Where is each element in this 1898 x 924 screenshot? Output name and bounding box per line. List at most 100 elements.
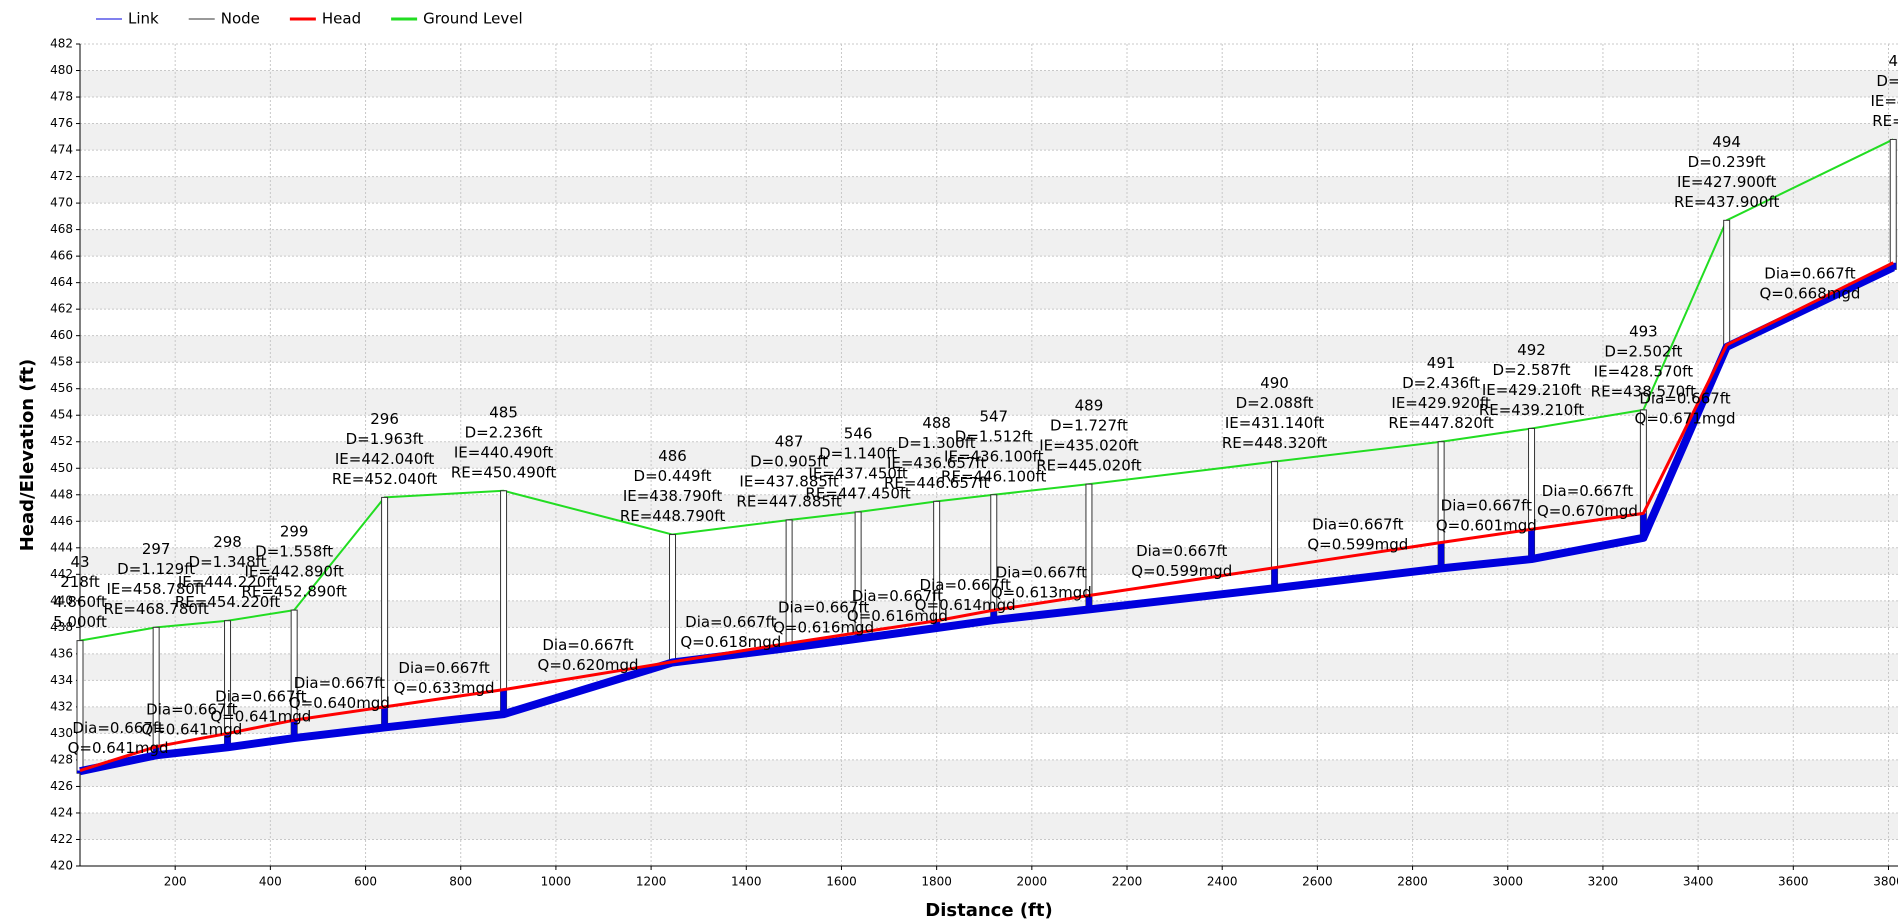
y-tick-label: 452 [50, 434, 73, 448]
y-tick-label: 482 [50, 37, 73, 51]
node-label: D=1.348ft [189, 553, 267, 571]
grid-band [80, 547, 1898, 575]
x-tick-label: 2200 [1112, 875, 1143, 889]
y-tick-label: 480 [50, 63, 73, 77]
x-tick-label: 1600 [826, 875, 857, 889]
node-label: RE=447.885ft [736, 492, 842, 510]
link-label: Dia=0.667ft [1312, 516, 1403, 534]
link-label: Dia=0.667ft [852, 587, 943, 605]
y-tick-label: 466 [50, 249, 73, 263]
link-label: Q=0.616mgd [847, 607, 948, 625]
node-label: IE=442.890ft [244, 563, 344, 581]
node-water [1640, 513, 1647, 540]
y-tick-label: 430 [50, 726, 73, 740]
node-label: D=1.140ft [819, 445, 897, 463]
x-tick-label: 2800 [1397, 875, 1428, 889]
node-label: 493 [1629, 322, 1658, 340]
y-tick-label: 454 [50, 408, 73, 422]
node-label: RE=450.490ft [451, 463, 557, 481]
node-label: D=2.436ft [1402, 374, 1480, 392]
node-label: D=1.963ft [346, 430, 424, 448]
node-label: IE=440.490ft [454, 443, 554, 461]
link-label: Q=0.618mgd [680, 633, 781, 651]
y-tick-label: 438 [50, 620, 73, 634]
link-label: Q=0.599mgd [1307, 536, 1408, 554]
node-label: IE=458.780ft [106, 580, 206, 598]
node-label: IE=436.657ft [887, 454, 987, 472]
x-tick-label: 1000 [541, 875, 572, 889]
y-tick-label: 432 [50, 699, 73, 713]
node-label: IE=436.100ft [944, 447, 1044, 465]
node-label: 4 [1888, 52, 1898, 70]
link-label: Q=0.614mgd [915, 596, 1016, 614]
node-label: RE=447.450ft [805, 485, 911, 503]
node-label: 486 [658, 447, 687, 465]
grid-band [80, 70, 1898, 98]
y-tick-label: 468 [50, 222, 73, 236]
link-label: Q=0.599mgd [1131, 562, 1232, 580]
node-label: RE=452.040ft [332, 470, 438, 488]
node-label: IE=435.020ft [1039, 437, 1139, 455]
node-label: RE=4 [1872, 112, 1898, 130]
node-label: RE=454.220ft [175, 593, 281, 611]
x-tick-label: 3200 [1588, 875, 1619, 889]
node-label: RE=439.210ft [1479, 401, 1585, 419]
node-label: 298 [213, 533, 242, 551]
node-label: D=1.300ft [898, 434, 976, 452]
grid-band [80, 123, 1898, 151]
node [1889, 138, 1897, 270]
x-tick-label: 2400 [1207, 875, 1238, 889]
node-water [381, 706, 388, 730]
legend-label: Head [322, 10, 361, 28]
x-tick-label: 1200 [636, 875, 667, 889]
x-tick-label: 800 [449, 875, 472, 889]
link-label: Q=0.613mgd [991, 583, 1092, 601]
grid-band [80, 441, 1898, 469]
node-label: IE=429.920ft [1391, 394, 1491, 412]
node-water [1271, 567, 1278, 591]
x-tick-label: 3600 [1778, 875, 1809, 889]
node [669, 534, 677, 665]
grid-band [80, 388, 1898, 416]
node-water [1085, 595, 1092, 612]
grid-band [80, 176, 1898, 204]
node-water [77, 770, 83, 774]
link-label: Dia=0.667ft [778, 598, 869, 616]
node-label: IE=437.450ft [808, 465, 908, 483]
link-label: Dia=0.667ft [72, 719, 163, 737]
link-label: Dia=0.667ft [294, 674, 385, 692]
node-label: IE=444.220ft [178, 573, 278, 591]
y-tick-label: 470 [50, 196, 73, 210]
link-label: Q=0.640mgd [289, 694, 390, 712]
link-label: Q=0.671mgd [1635, 410, 1736, 428]
node-label: RE=468.780ft [103, 600, 209, 618]
node-label: 296 [370, 410, 399, 428]
link-label: Dia=0.667ft [1542, 482, 1633, 500]
node-label: RE=446.657ft [884, 474, 990, 492]
y-tick-label: 436 [50, 646, 73, 660]
node-label: IE=438.790ft [623, 487, 723, 505]
y-tick-label: 444 [50, 540, 73, 554]
link-label: Dia=0.667ft [1764, 264, 1855, 282]
node-label: 487 [775, 432, 804, 450]
link-label: Q=0.641mgd [68, 739, 169, 757]
x-tick-label: 2600 [1302, 875, 1333, 889]
node-label: RE=448.320ft [1222, 434, 1328, 452]
y-tick-label: 472 [50, 169, 73, 183]
ground-line [79, 138, 1894, 642]
y-tick-label: 448 [50, 487, 73, 501]
node-water [1890, 262, 1897, 270]
node-label: D=2.502ft [1604, 342, 1682, 360]
y-tick-label: 428 [50, 752, 73, 766]
grid-band [80, 759, 1898, 787]
node-label: RE=438.570ft [1591, 382, 1697, 400]
node-label: RE=448.790ft [620, 507, 726, 525]
node-label: 5.000ft [53, 613, 107, 631]
y-tick-label: 478 [50, 90, 73, 104]
node-label: D=2.587ft [1493, 361, 1571, 379]
node-label: D=1.727ft [1050, 417, 1128, 435]
x-tick-label: 200 [164, 875, 187, 889]
node-label: IE=42 [1870, 92, 1898, 110]
x-tick-label: 3800 [1873, 875, 1898, 889]
